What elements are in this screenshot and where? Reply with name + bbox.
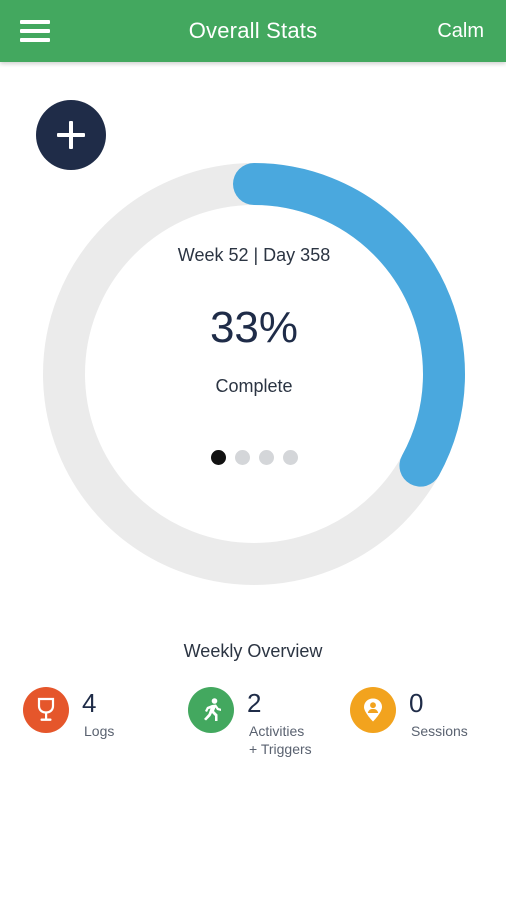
page-dot[interactable] [282,450,298,465]
progress-summary: Week 52 | Day 358 33% Complete [43,163,465,585]
activities-label-line-1: Activities [249,723,305,739]
hamburger-menu-icon [20,20,50,42]
app-bar: Overall Stats Calm [0,0,506,62]
plus-icon [57,121,85,149]
logs-icon-badge [23,687,69,733]
logs-count: 4 [82,688,97,718]
complete-label: Complete [215,376,293,396]
sessions-icon-badge [350,687,396,733]
page-dot[interactable] [210,450,226,465]
logs-label: Logs [84,723,115,739]
running-person-icon [204,698,221,721]
menu-button[interactable] [20,15,60,47]
add-button[interactable] [36,100,106,170]
mood-selector[interactable]: Calm [437,20,484,42]
activities-label: Activities + Triggers [249,722,312,758]
weekly-overview-title: Weekly Overview [183,641,323,661]
week-day-label: Week 52 | Day 358 [177,245,331,265]
progress-fill [43,163,465,585]
activities-count: 2 [247,688,262,718]
person-pin-icon [364,698,382,722]
activities-label-line-2: + Triggers [249,741,312,757]
page-dot[interactable] [234,450,250,465]
percent-complete: 33% [209,303,299,352]
wine-glass-icon [37,697,55,721]
page-title: Overall Stats [188,18,318,43]
page-dot[interactable] [258,450,274,465]
activities-icon-badge [188,687,234,733]
progress-ring [43,163,465,585]
page-indicator[interactable] [43,450,465,465]
sessions-label: Sessions [411,723,468,739]
sessions-count: 0 [409,688,424,718]
